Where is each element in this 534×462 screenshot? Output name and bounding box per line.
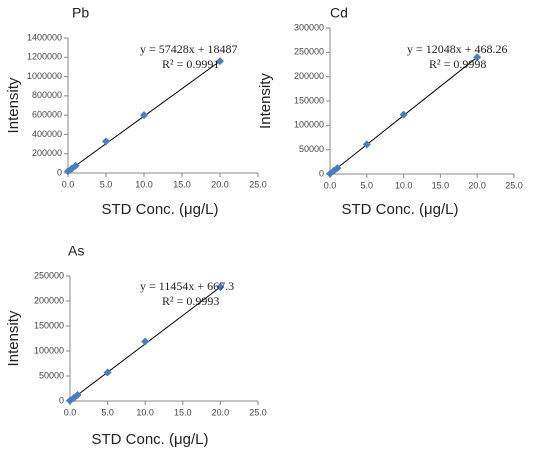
data-point bbox=[333, 164, 342, 173]
equation: R² = 0.9993 bbox=[162, 294, 219, 308]
y-tick-label: 100000 bbox=[34, 345, 64, 355]
y-axis-label: Intensity bbox=[5, 310, 22, 366]
x-tick-label: 10.0 bbox=[395, 180, 413, 190]
y-tick-label: 300000 bbox=[294, 22, 324, 32]
y-tick-label: 150000 bbox=[34, 320, 64, 330]
x-tick-label: 5.0 bbox=[100, 179, 113, 189]
y-tick-label: 250000 bbox=[294, 47, 324, 57]
x-tick-label: 25.0 bbox=[249, 179, 267, 189]
x-tick-label: 15.0 bbox=[174, 407, 192, 417]
y-tick-label: 0 bbox=[57, 167, 62, 177]
equation: R² = 0.9998 bbox=[429, 57, 486, 71]
data-point bbox=[103, 368, 112, 377]
y-axis-label: Intensity bbox=[5, 77, 22, 133]
y-tick-label: 250000 bbox=[34, 270, 64, 280]
equation: y = 11454x + 667.3 bbox=[140, 279, 234, 293]
y-axis-label: Intensity bbox=[257, 73, 274, 129]
x-tick-label: 15.0 bbox=[173, 179, 191, 189]
y-tick-label: 0 bbox=[59, 395, 64, 405]
x-tick-label: 0.0 bbox=[62, 179, 75, 189]
data-point bbox=[473, 53, 482, 62]
y-tick-label: 800000 bbox=[32, 90, 62, 100]
x-tick-label: 5.0 bbox=[101, 407, 114, 417]
data-point bbox=[216, 57, 224, 66]
chart-title: Pb bbox=[72, 5, 89, 21]
data-point bbox=[141, 337, 150, 346]
y-tick-label: 600000 bbox=[32, 110, 62, 120]
equation: y = 12048x + 468.26 bbox=[407, 42, 508, 56]
x-tick-label: 25.0 bbox=[249, 407, 267, 417]
equation: R² = 0.9991 bbox=[162, 57, 219, 71]
x-axis-label: STD Conc. (μg/L) bbox=[101, 201, 218, 218]
x-axis-label: STD Conc. (μg/L) bbox=[341, 201, 458, 218]
data-point bbox=[102, 137, 110, 146]
x-tick-label: 0.0 bbox=[64, 407, 77, 417]
equation: y = 57428x + 18487 bbox=[140, 42, 238, 56]
y-tick-label: 100000 bbox=[294, 120, 324, 130]
y-tick-label: 1200000 bbox=[27, 52, 62, 62]
y-tick-label: 400000 bbox=[32, 129, 62, 139]
data-point bbox=[399, 110, 408, 119]
data-point bbox=[73, 391, 82, 399]
x-tick-label: 10.0 bbox=[136, 407, 154, 417]
x-tick-label: 25.0 bbox=[505, 180, 523, 190]
y-tick-label: 1400000 bbox=[27, 32, 62, 42]
x-tick-label: 0.0 bbox=[324, 180, 337, 190]
data-point bbox=[216, 283, 225, 291]
x-tick-label: 15.0 bbox=[432, 180, 450, 190]
x-tick-label: 10.0 bbox=[135, 179, 153, 189]
x-tick-label: 5.0 bbox=[361, 180, 374, 190]
y-tick-label: 150000 bbox=[294, 95, 324, 105]
data-point bbox=[71, 161, 80, 170]
y-tick-label: 200000 bbox=[34, 295, 64, 305]
y-tick-label: 200000 bbox=[32, 148, 62, 158]
data-point bbox=[140, 111, 148, 120]
x-axis-label: STD Conc. (μg/L) bbox=[91, 431, 208, 448]
y-tick-label: 1000000 bbox=[27, 71, 62, 81]
chart-title: As bbox=[68, 243, 84, 259]
y-tick-label: 50000 bbox=[299, 144, 324, 154]
y-tick-label: 200000 bbox=[294, 71, 324, 81]
x-tick-label: 20.0 bbox=[211, 179, 229, 189]
data-point bbox=[362, 140, 371, 149]
chart-title: Cd bbox=[330, 5, 348, 21]
y-tick-label: 0 bbox=[319, 168, 324, 178]
y-tick-label: 50000 bbox=[39, 370, 64, 380]
x-tick-label: 20.0 bbox=[468, 180, 486, 190]
x-tick-label: 20.0 bbox=[212, 407, 230, 417]
